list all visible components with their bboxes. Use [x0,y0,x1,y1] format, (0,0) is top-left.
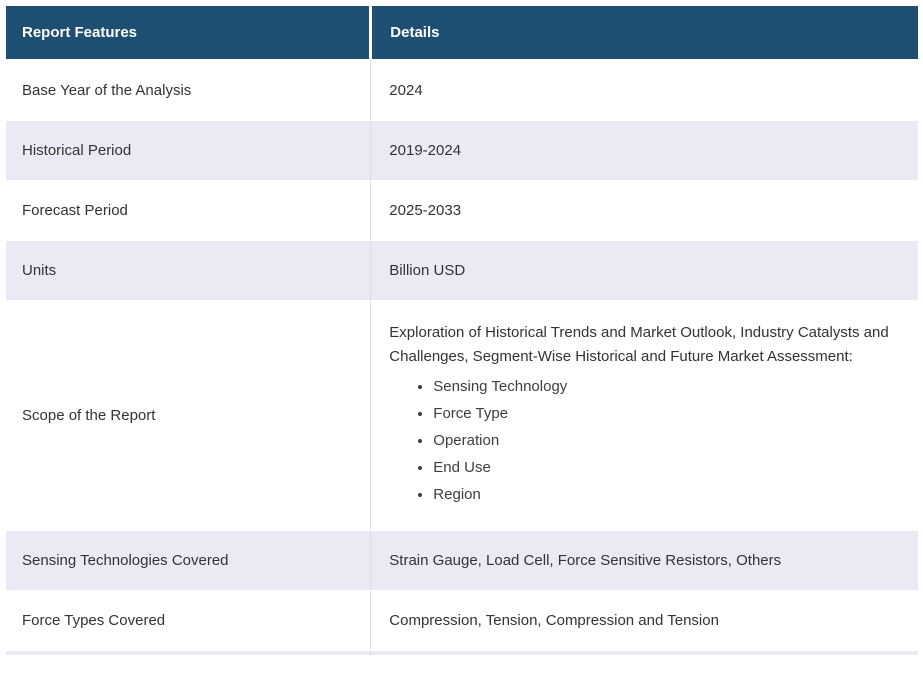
table-row: Sensing Technologies Covered Strain Gaug… [6,530,918,591]
report-features-table-wrapper: Report Features Details Base Year of the… [6,6,918,655]
detail-scope: Exploration of Historical Trends and Mar… [370,300,918,531]
detail-sensing-technologies: Strain Gauge, Load Cell, Force Sensitive… [370,530,918,591]
detail-units: Billion USD [370,240,918,301]
scope-bullet-item: Sensing Technology [433,377,902,396]
report-features-table: Report Features Details Base Year of the… [6,6,918,655]
column-header-details: Details [369,6,918,61]
detail-force-types: Compression, Tension, Compression and Te… [370,590,918,651]
feature-force-types: Force Types Covered [6,590,371,651]
feature-sensing-technologies: Sensing Technologies Covered [6,530,371,591]
scope-bullet-item: Operation [433,431,902,450]
scope-intro-text: Exploration of Historical Trends and Mar… [389,324,889,365]
column-header-report-features: Report Features [6,6,371,61]
feature-base-year: Base Year of the Analysis [6,60,371,121]
detail-forecast-period: 2025-2033 [370,180,918,241]
scope-bullet-item: Region [433,485,902,504]
table-row: Historical Period 2019-2024 [6,120,918,181]
table-row: Forecast Period 2025-2033 [6,180,918,241]
detail-historical-period: 2019-2024 [370,120,918,181]
table-row: Force Types Covered Compression, Tension… [6,590,918,651]
feature-historical-period: Historical Period [6,120,371,181]
partial-next-row [6,650,918,655]
detail-base-year: 2024 [370,60,918,121]
table-header-row: Report Features Details [6,6,918,61]
feature-units: Units [6,240,371,301]
scope-bullet-item: End Use [433,458,902,477]
scope-bullet-item: Force Type [433,404,902,423]
table-row: Units Billion USD [6,240,918,301]
feature-scope: Scope of the Report [6,300,371,531]
table-row: Base Year of the Analysis 2024 [6,60,918,121]
scope-bullet-list: Sensing Technology Force Type Operation … [389,377,902,504]
table-row: Scope of the Report Exploration of Histo… [6,300,918,531]
feature-forecast-period: Forecast Period [6,180,371,241]
